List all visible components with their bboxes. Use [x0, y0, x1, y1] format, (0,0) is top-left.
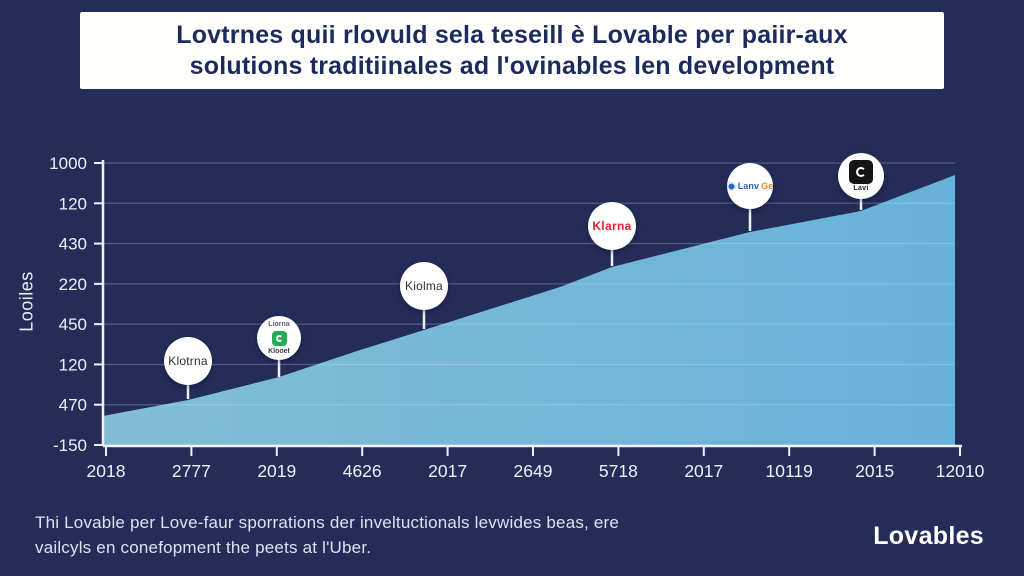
blue-dot-icon	[726, 181, 736, 191]
marker-label-top: Liorna	[268, 320, 290, 328]
marker-label: Klotrna	[168, 354, 208, 368]
footer-caption-line2: vailcyls en conefopment the peets at l'U…	[35, 538, 372, 557]
c-glyph-icon	[275, 334, 283, 342]
logo-text-orange: Ge	[761, 181, 774, 191]
black-c-badge-icon	[849, 160, 873, 184]
lanvge-logo: Lanv Ge	[726, 181, 774, 191]
footer-caption-line1: Thi Lovable per Love-faur sporrations de…	[35, 513, 620, 532]
chart-marker-lanvge: Lanv Ge	[726, 163, 774, 209]
marker-label: Klarna	[592, 219, 632, 233]
chart-marker-c-lavi: Lavi	[838, 153, 884, 199]
chart-marker-liorna: Liorna Klooet	[257, 316, 301, 360]
chart-marker-klotrna: Klotrna	[164, 337, 212, 385]
c-glyph-icon	[856, 167, 866, 177]
footer-caption: Thi Lovable per Love-faur sporrations de…	[35, 510, 619, 560]
logo-text-blue: Lanv	[737, 181, 760, 191]
page-title: Lovtrnes quii rlovuld sela teseill è Lov…	[176, 20, 848, 82]
marker-label-bottom: Klooet	[268, 347, 290, 355]
chart-marker-kiolma: Kiolma	[400, 262, 448, 310]
chart-marker-klarna: Klarna	[588, 202, 636, 250]
page-title-line1: Lovtrnes quii rlovuld sela teseill è Lov…	[176, 20, 848, 49]
marker-label-sub: Lavi	[853, 185, 869, 192]
marker-label: Kiolma	[405, 279, 443, 293]
green-chat-icon	[271, 330, 287, 346]
title-banner: Lovtrnes quii rlovuld sela teseill è Lov…	[80, 12, 944, 89]
brand-logo: Lovables	[873, 522, 984, 550]
page-title-line2: solutions traditiinales ad l'ovinables l…	[189, 51, 835, 80]
